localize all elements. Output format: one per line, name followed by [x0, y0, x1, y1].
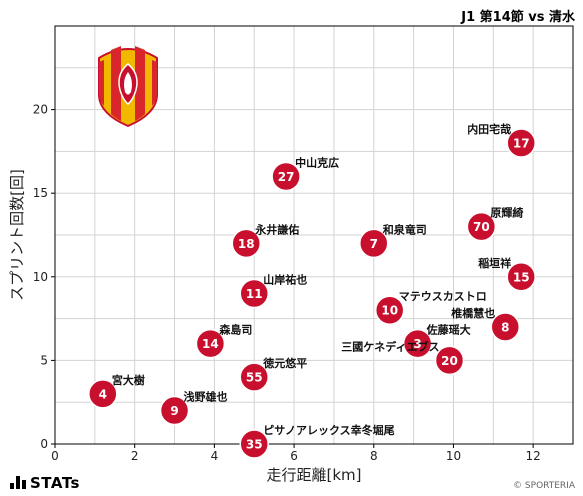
- stats-logo-icon: [10, 476, 26, 489]
- player-marker: [506, 128, 536, 158]
- player-number: 70: [473, 220, 490, 234]
- plot-frame: [54, 25, 574, 445]
- player-marker: [374, 295, 405, 325]
- player-point: 9 浅野雄也: [159, 390, 228, 426]
- player-number: 20: [441, 354, 458, 368]
- x-tick-label: 2: [131, 449, 139, 463]
- y-tick-label: 10: [33, 270, 48, 284]
- x-tick-label: 12: [526, 449, 541, 463]
- y-axis-label: スプリント回数[回]: [8, 169, 26, 301]
- player-marker: [239, 429, 269, 459]
- player-marker: [195, 328, 226, 359]
- x-axis-label: 走行距離[km]: [266, 466, 361, 484]
- player-number: 4: [99, 387, 107, 401]
- player-marker: [490, 312, 521, 342]
- x-tick-label: 0: [51, 449, 59, 463]
- player-marker: [231, 228, 262, 259]
- stats-logo: STATs: [10, 474, 80, 492]
- player-name: 稲垣祥: [478, 256, 511, 270]
- player-number: 3: [413, 337, 421, 351]
- team-crest-icon: [98, 46, 158, 128]
- x-tick-label: 6: [290, 449, 298, 463]
- match-title: J1 第14節 vs 清水: [461, 10, 575, 25]
- player-number: 11: [246, 287, 263, 301]
- player-name: 三國ケネディエブス: [341, 339, 439, 353]
- player-marker: [239, 278, 269, 309]
- player-marker: [88, 379, 118, 409]
- player-name: 原輝綺: [490, 206, 523, 220]
- player-number: 15: [513, 270, 530, 284]
- player-name: 中山克広: [295, 155, 339, 169]
- x-tick-label: 8: [370, 449, 378, 463]
- player-marker: [159, 395, 190, 426]
- player-name: 永井謙佑: [254, 222, 299, 236]
- stats-brand-text: STATs: [30, 474, 80, 492]
- player-name: 内田宅哉: [467, 122, 511, 136]
- y-tick-label: 15: [33, 186, 48, 200]
- player-number: 14: [202, 337, 219, 351]
- player-number: 7: [370, 237, 378, 251]
- player-name: ピサノアレックス幸冬堀尾: [263, 423, 394, 437]
- player-point: 3 佐藤瑶大: [402, 323, 471, 359]
- x-axis-ticks: 0 2 4 6 8 10 12: [51, 444, 541, 463]
- player-number: 17: [513, 137, 530, 151]
- player-name: 森島司: [219, 323, 252, 337]
- player-number: 8: [501, 320, 509, 334]
- player-name: 徳元悠平: [262, 356, 307, 370]
- player-marker: [271, 161, 301, 192]
- player-number: 10: [381, 304, 398, 318]
- player-number: 35: [246, 438, 263, 452]
- player-name: 宮大樹: [112, 373, 145, 387]
- x-tick-label: 10: [446, 449, 461, 463]
- player-marker: [434, 345, 465, 376]
- y-tick-label: 20: [33, 103, 48, 117]
- player-point: 8 椎橋慧也: [450, 306, 521, 342]
- y-tick-label: 0: [40, 437, 48, 451]
- player-number: 9: [170, 404, 178, 418]
- player-marker: [359, 228, 389, 259]
- player-number: 27: [278, 170, 295, 184]
- player-point: 4 宮大樹: [88, 373, 145, 409]
- player-number: 55: [246, 371, 263, 385]
- player-marker: [506, 262, 536, 292]
- player-name: マテウスカストロ: [399, 290, 487, 303]
- player-name: 佐藤瑶大: [426, 323, 471, 337]
- player-name: 和泉竜司: [383, 222, 427, 236]
- credit-text: © SPORTERIA: [513, 481, 575, 491]
- x-tick-label: 4: [211, 449, 219, 463]
- data-points: 17内田宅哉27中山克広70原輝綺18永井謙佑7和泉竜司15稲垣祥11山岸祐也1…: [88, 122, 536, 459]
- player-marker: [239, 362, 269, 392]
- player-name: 山岸祐也: [263, 273, 307, 287]
- y-axis-ticks: 0 5 10 15 20: [33, 103, 55, 451]
- player-marker: [466, 211, 497, 242]
- player-point: 7 和泉竜司: [359, 222, 427, 259]
- y-tick-label: 5: [40, 353, 48, 367]
- player-marker: [402, 328, 433, 359]
- player-number: 18: [238, 237, 255, 251]
- player-name: 椎橋慧也: [450, 306, 495, 320]
- player-name: 浅野雄也: [184, 390, 228, 404]
